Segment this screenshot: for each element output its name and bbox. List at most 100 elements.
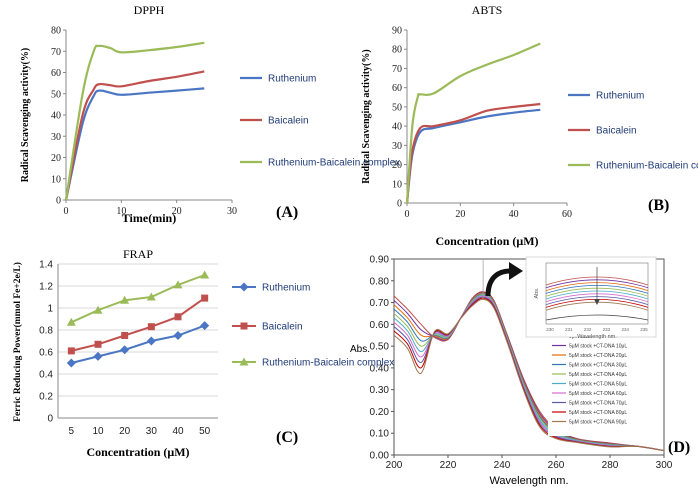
chart1-xtick-label: 60 — [562, 209, 572, 220]
chart3-inset-xtick-label: 233 — [603, 327, 611, 332]
chart2-legend-label: Baicalein — [262, 322, 303, 333]
chart3-inset-xtick-label: 235 — [640, 327, 648, 332]
chart2-ytick-label: 0.6 — [39, 348, 53, 359]
chart2-ytick-label: 0.4 — [39, 370, 53, 381]
chart2-marker-complex — [66, 317, 76, 326]
chart1-ytick-label: 60 — [392, 83, 402, 94]
chart2-marker-baicalein — [174, 313, 182, 321]
chart2-marker-baicalein — [121, 332, 129, 339]
chart2-marker-complex — [93, 305, 103, 314]
chart0-ytick-label: 60 — [51, 68, 61, 79]
chart0-ytick-label: 30 — [51, 132, 61, 143]
chart2-marker-baicalein — [201, 294, 209, 302]
chart1-series-line-ruthenium — [405, 108, 541, 204]
chart2-marker-ruthenium — [200, 321, 210, 331]
chart2-marker-ruthenium — [93, 351, 103, 361]
chart3-inset-arrow-head — [594, 299, 600, 305]
chart1-legend-label: Ruthenium-Baicalein complex — [596, 161, 698, 172]
chart0-legend-label: Baicalein — [268, 116, 309, 127]
chart1-ytick-label: 30 — [392, 141, 402, 152]
chart2-y-axis-title: Ferric Reducing Power(mmol Fe+2e/L) — [12, 262, 23, 422]
chart3-legend-label: 5μM stock +CT-DNA 80μL — [569, 410, 627, 416]
chart0-xtick-label: 10 — [116, 206, 126, 217]
chart3-inset-xtick-label: 231 — [565, 327, 573, 332]
chart3-ytick-label: 0.70 — [370, 298, 390, 309]
chart0-ytick-label: 80 — [51, 26, 61, 37]
chart2-x-axis-title: Concentration (μM) — [86, 445, 189, 459]
panel-label-c: (C) — [276, 429, 298, 446]
chart1-ytick-label: 40 — [392, 122, 402, 133]
chart3-legend-label: 5μM stock +CT-DNA 50μL — [569, 382, 627, 388]
chart1-legend-label: Baicalein — [596, 126, 637, 137]
chart3-inset-x-label: Wavelength nm. — [577, 334, 617, 340]
chart2-series-line-baicalein — [71, 297, 206, 352]
chart2-xtick-label: 40 — [172, 426, 184, 437]
chart0-ytick-label: 0 — [56, 196, 61, 207]
chart2-xtick-label: 30 — [146, 426, 158, 437]
chart2-marker-ruthenium — [120, 345, 130, 355]
chart3-x-axis-title: Wavelength nm. — [489, 475, 568, 487]
chart3-legend-label: 5μM stock +CT-DNA 20μL — [569, 353, 627, 359]
chart2-marker-ruthenium — [173, 331, 183, 340]
chart1-ytick-label: 50 — [392, 102, 402, 113]
chart2-ytick-label: 1 — [47, 304, 53, 315]
chart1-x-axis-title: Concentration (μM) — [435, 234, 538, 248]
chart0-series-line-ruthenium — [64, 87, 205, 201]
chart3-legend-label: 5μM stock +CT-DNA 70μL — [569, 401, 627, 407]
chart3-arrow-curve — [485, 268, 511, 297]
chart0-xtick-label: 30 — [227, 206, 237, 217]
chart1-series-line-complex — [405, 42, 541, 204]
chart2-ytick-label: 0.2 — [39, 392, 53, 403]
chart2-marker-complex — [173, 280, 183, 289]
chart0-series-line-baicalein — [64, 70, 205, 201]
chart1-legend-label: Ruthenium — [596, 91, 644, 102]
chart3-ytick-label: 0.90 — [370, 255, 390, 266]
chart3-inset-xtick-label: 230 — [546, 327, 554, 332]
chart3-inset-xtick-label: 232 — [584, 327, 592, 332]
chart0-series-line-complex — [64, 41, 205, 201]
chart3-legend-label: 5μM stock +CT-DNA 90μL — [569, 420, 627, 426]
chart3-legend-label: 5μM stock +CT-DNA 30μL — [569, 363, 627, 369]
chart2-legend-marker — [239, 357, 249, 366]
chart1-ytick-label: 20 — [392, 160, 402, 171]
chart2-series-line-ruthenium — [71, 324, 206, 364]
chart1-ytick-label: 80 — [392, 45, 402, 56]
chart2-marker-complex — [146, 292, 156, 301]
chart0-title: DPPH — [134, 3, 165, 17]
chart1-ytick-label: 90 — [392, 26, 402, 37]
chart0-ytick-label: 70 — [51, 47, 61, 58]
panel-label-d: (D) — [668, 439, 690, 456]
chart3-ytick-label: 0.00 — [370, 451, 390, 462]
chart2-marker-complex — [120, 295, 130, 304]
chart2-xtick-label: 10 — [92, 426, 104, 437]
chart2-ytick-label: 1.4 — [39, 260, 53, 271]
chart1-xtick-label: 0 — [405, 209, 410, 220]
chart3-ytick-label: 0.60 — [370, 320, 390, 331]
chart3-y-axis-title: Abs. — [350, 344, 370, 355]
chart0-legend-label: Ruthenium — [268, 74, 316, 85]
chart2-series-line-complex — [70, 274, 206, 324]
chart3-xtick-label: 220 — [440, 460, 457, 471]
chart1-ytick-label: 0 — [397, 199, 402, 210]
chart2-legend-marker — [239, 282, 249, 292]
chart3-ytick-label: 0.30 — [370, 385, 390, 396]
chart3-legend-label: 5μM stock +CT-DNA 10μL — [569, 344, 627, 350]
chart2-legend-marker — [240, 322, 248, 330]
chart2-marker-ruthenium — [66, 358, 76, 368]
chart0-y-axis-title: Radical Scavenging activity(%) — [20, 48, 31, 182]
chart2-xtick-label: 20 — [119, 426, 131, 437]
chart3-ytick-label: 0.80 — [370, 276, 390, 287]
panel-label-a: (A) — [276, 204, 298, 221]
chart1-xtick-label: 40 — [509, 209, 519, 220]
chart1-series-line-baicalein — [405, 102, 541, 204]
chart2-xtick-label: 50 — [199, 426, 211, 437]
chart3-inset-baseline-curve — [545, 314, 649, 321]
chart2-marker-baicalein — [147, 323, 155, 331]
chart2-marker-ruthenium — [146, 336, 156, 346]
chart3-xtick-label: 280 — [602, 460, 619, 471]
chart3-ytick-label: 0.10 — [370, 429, 390, 440]
chart3-xtick-label: 300 — [656, 460, 673, 471]
chart2-marker-complex — [200, 270, 210, 279]
chart3-spectrum-line-9 — [393, 298, 665, 452]
chart3-xtick-label: 200 — [386, 460, 403, 471]
